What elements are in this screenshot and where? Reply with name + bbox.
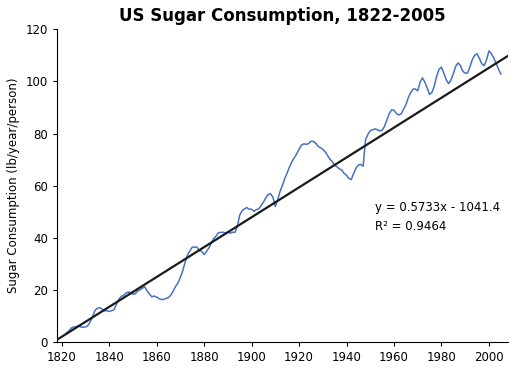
Text: y = 0.5733x - 1041.4
R² = 0.9464: y = 0.5733x - 1041.4 R² = 0.9464 (375, 201, 500, 233)
Title: US Sugar Consumption, 1822-2005: US Sugar Consumption, 1822-2005 (119, 7, 446, 25)
Y-axis label: Sugar Consumption (lb/year/person): Sugar Consumption (lb/year/person) (7, 78, 20, 293)
